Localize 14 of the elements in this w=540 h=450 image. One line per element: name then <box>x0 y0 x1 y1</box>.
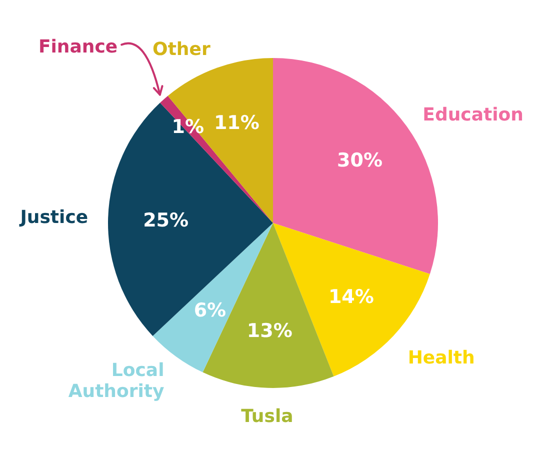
data-label: 1% <box>172 116 204 138</box>
slice-label: Finance <box>38 36 118 58</box>
data-label: 11% <box>214 112 260 134</box>
slice-label: Tusla <box>241 406 294 427</box>
data-label: 25% <box>143 209 189 232</box>
data-label: 14% <box>328 286 374 308</box>
data-label: 13% <box>246 320 292 342</box>
slice-label: Education <box>422 104 524 126</box>
slice-label: Justice <box>18 207 88 228</box>
slice-label: Other <box>152 38 210 60</box>
data-label: 30% <box>337 150 383 172</box>
slice-label: Local Authority <box>68 360 165 402</box>
slice-label: Health <box>408 348 475 369</box>
data-label: 6% <box>194 299 226 322</box>
